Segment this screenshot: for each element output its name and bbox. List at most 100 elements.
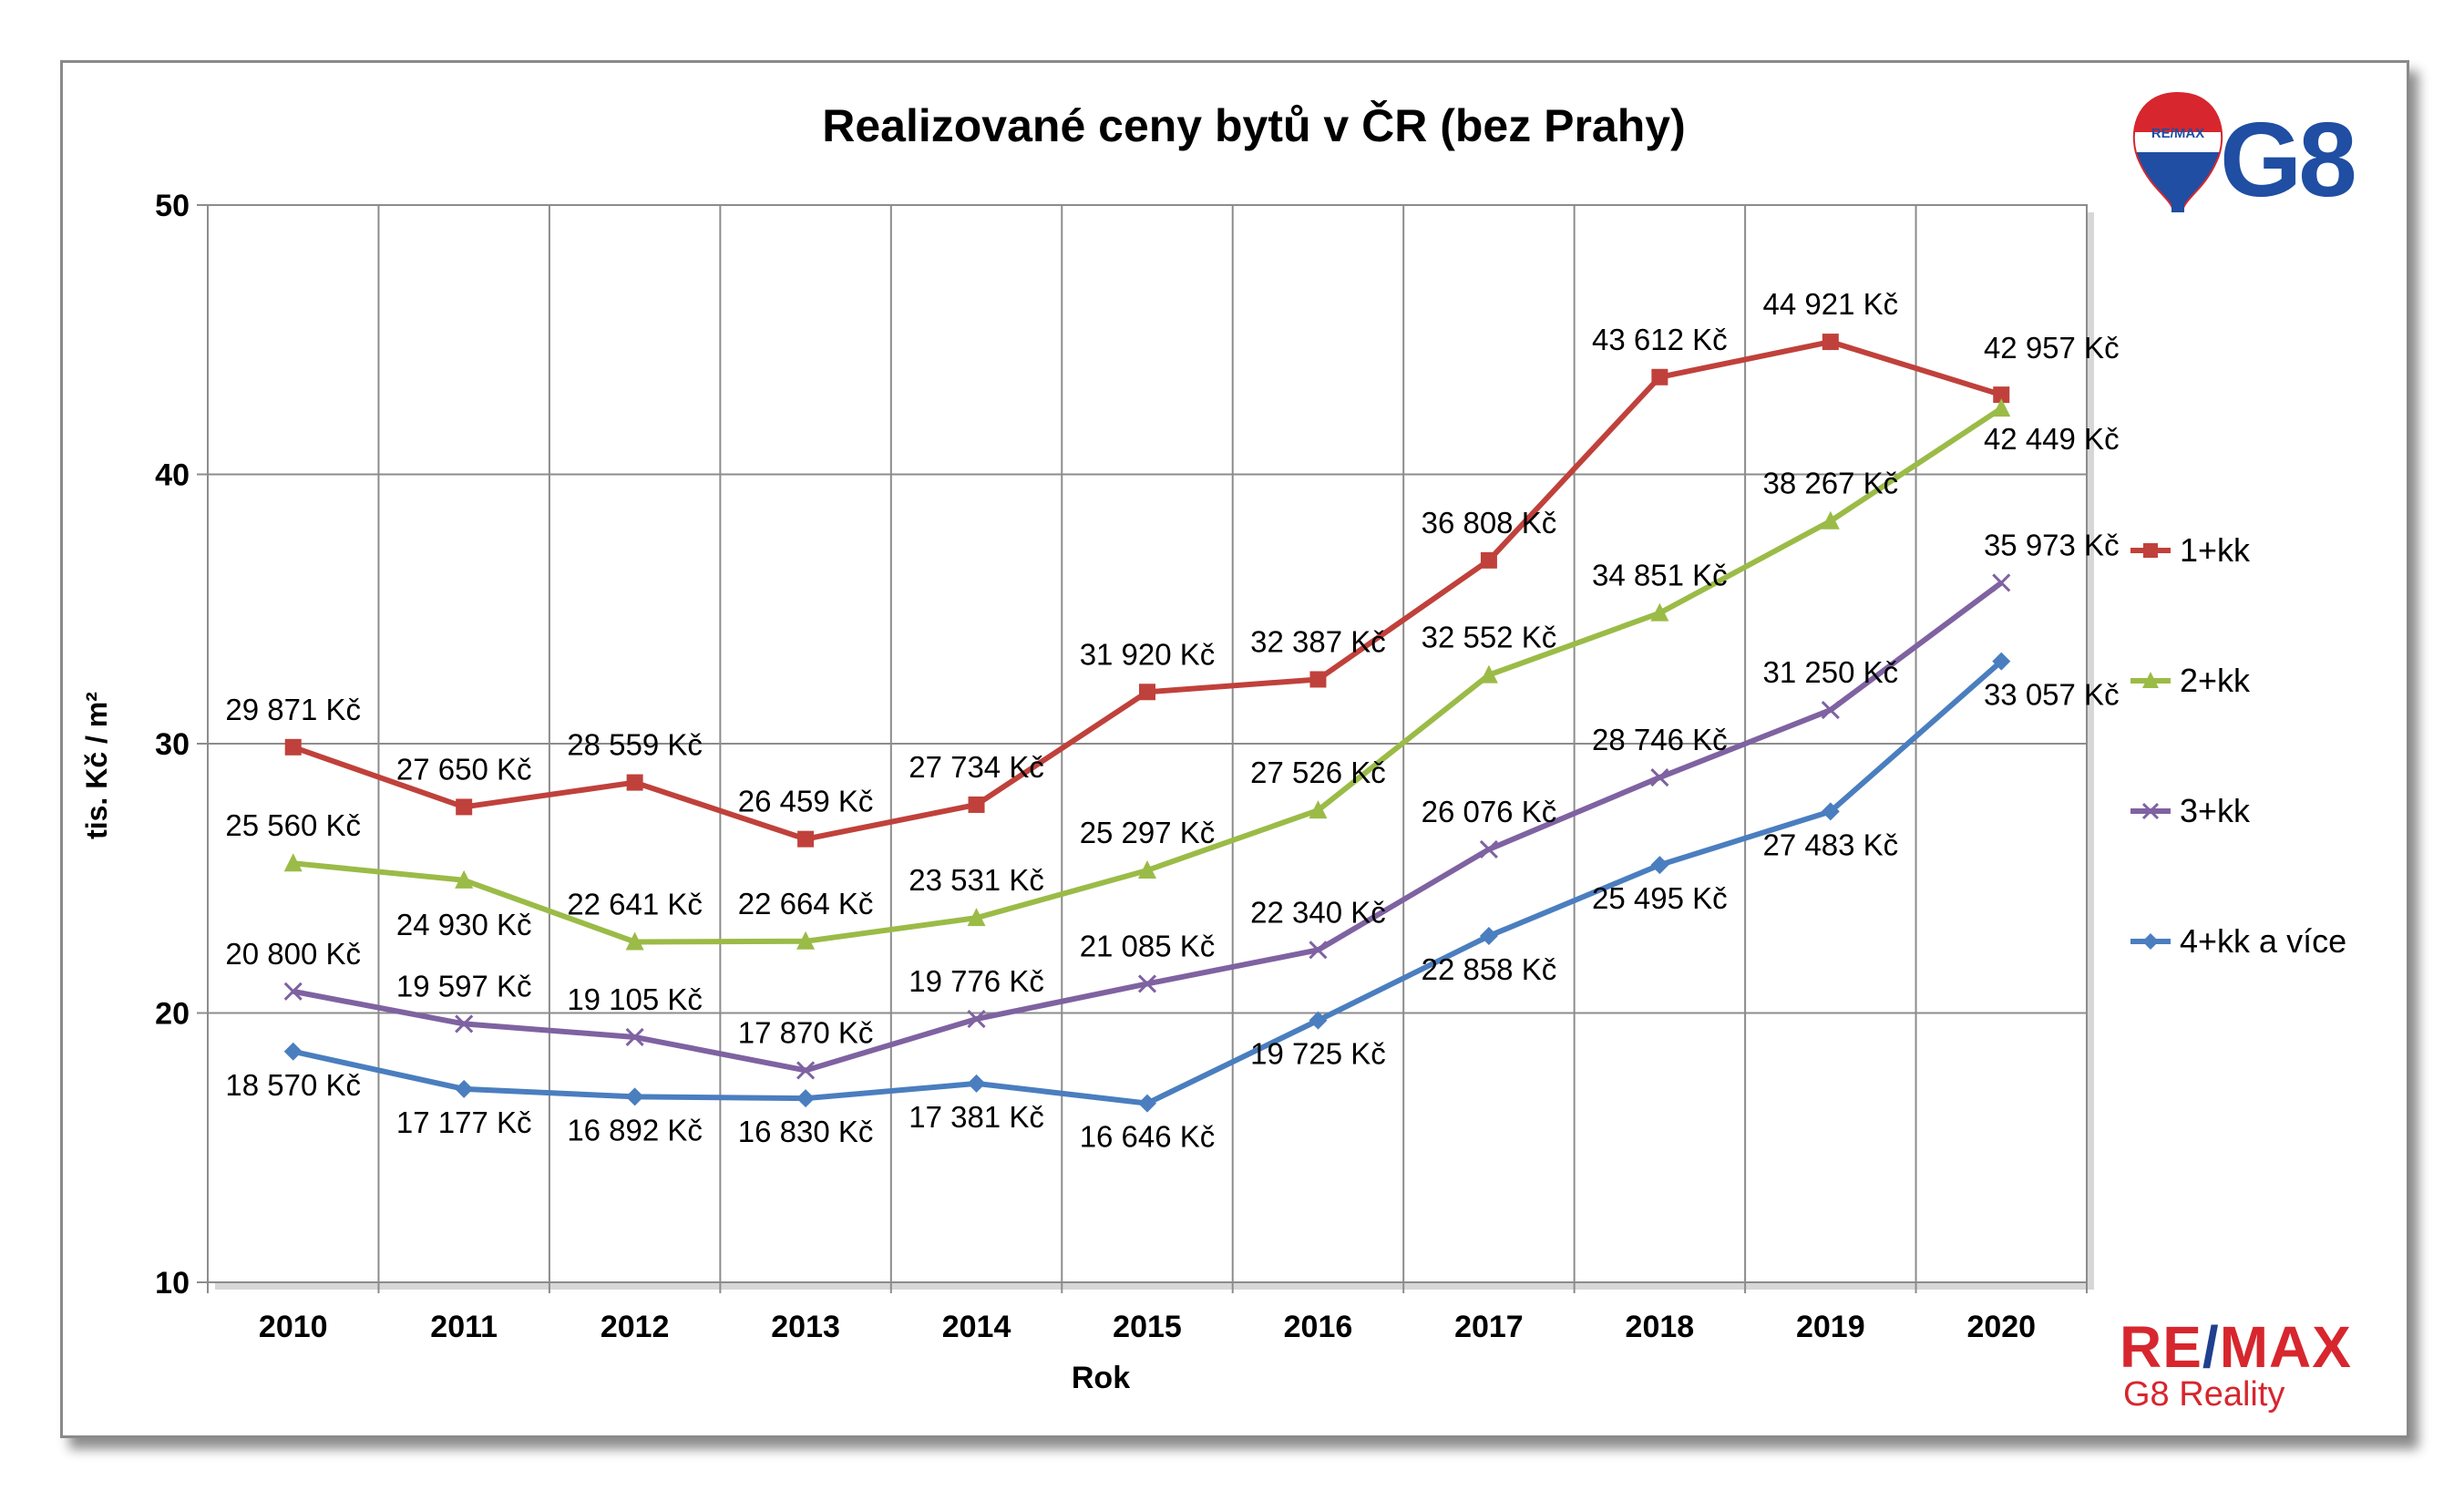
legend-marker [2142, 672, 2159, 688]
g8-logo-text: G8 [2220, 100, 2357, 219]
data-point-1-kk [797, 830, 815, 848]
data-label-2-kk: 27 526 Kč [1250, 756, 1386, 789]
data-point-2-kk [796, 931, 816, 950]
data-point-2-kk [1309, 800, 1328, 819]
data-point-2-kk [455, 869, 474, 889]
data-label-3-kk: 21 085 Kč [1080, 929, 1216, 962]
data-point-4-kk-a-v-ce [283, 1042, 303, 1061]
data-point-2-kk [1650, 602, 1669, 622]
data-label-4-kk-a-v-ce: 16 830 Kč [738, 1115, 874, 1148]
data-point-4-kk-a-v-ce [796, 1089, 816, 1108]
marker-stroke [967, 1010, 986, 1029]
data-label-3-kk: 20 800 Kč [225, 937, 361, 971]
x-tick-label: 2020 [1966, 1310, 2036, 1344]
data-point-4-kk-a-v-ce [1479, 927, 1498, 946]
data-label-3-kk: 19 776 Kč [909, 964, 1044, 998]
y-axis-label: tis. Kč / m² [80, 692, 113, 839]
data-label-3-kk: 31 250 Kč [1763, 655, 1899, 689]
gridlines [208, 204, 2087, 1282]
data-point-3-kk [1821, 701, 1840, 720]
data-point-3-kk [1992, 573, 2011, 592]
data-label-4-kk-a-v-ce: 19 725 Kč [1250, 1037, 1386, 1071]
x-tick-label: 2013 [771, 1310, 840, 1344]
series-layer [283, 334, 2011, 1113]
data-label-3-kk: 19 105 Kč [567, 982, 703, 1016]
data-point-2-kk [1479, 664, 1498, 684]
remax-logo-slash: / [2202, 1314, 2220, 1380]
data-point-2-kk [1821, 510, 1840, 530]
x-tick-label: 2017 [1454, 1310, 1524, 1344]
data-point-3-kk [1479, 839, 1498, 859]
marker-stroke [796, 1061, 816, 1080]
data-point-3-kk [796, 1061, 816, 1080]
marker-stroke [625, 1027, 644, 1047]
data-point-1-kk [1480, 551, 1497, 569]
legend-marker [2141, 802, 2160, 820]
chart-title: Realizované ceny bytů v ČR (bez Prahy) [822, 99, 1686, 151]
remax-logo: RE/MAX [2120, 1313, 2352, 1381]
marker-stroke [1821, 701, 1840, 720]
data-label-1-kk: 31 920 Kč [1080, 637, 1216, 671]
x-axis-label: Rok [1072, 1361, 1130, 1395]
data-label-2-kk: 34 851 Kč [1592, 559, 1728, 592]
data-label-3-kk: 22 340 Kč [1250, 895, 1386, 929]
data-label-2-kk: 38 267 Kč [1763, 467, 1899, 500]
remax-logo-subtitle: G8 Reality [2123, 1375, 2285, 1414]
legend-item-4-kk-a-v-ce: 4+kk a více [2130, 922, 2346, 960]
data-label-1-kk: 44 921 Kč [1763, 287, 1899, 321]
y-tick-label: 50 [155, 189, 190, 223]
data-point-3-kk [283, 982, 303, 1001]
data-point-4-kk-a-v-ce [455, 1079, 474, 1098]
data-labels: 29 871 Kč 27 650 Kč 28 559 Kč 26 459 Kč 27 7… [225, 287, 2119, 1154]
data-point-1-kk [284, 738, 302, 756]
data-point-3-kk [1137, 974, 1157, 993]
balloon-remax-text: RE/MAX [2151, 126, 2204, 141]
data-label-2-kk: 42 449 Kč [1984, 422, 2120, 456]
legend-label: 2+kk [2180, 662, 2251, 699]
legend-label: 4+kk a více [2180, 922, 2346, 960]
data-point-1-kk [456, 798, 473, 816]
legend-marker [2143, 543, 2158, 558]
data-point-4-kk-a-v-ce [1992, 652, 2011, 671]
data-label-2-kk: 22 641 Kč [567, 887, 703, 920]
data-label-4-kk-a-v-ce: 22 858 Kč [1422, 952, 1557, 986]
marker-stroke [1650, 767, 1669, 787]
marker-stroke [1992, 573, 2011, 592]
data-label-4-kk-a-v-ce: 27 483 Kč [1763, 828, 1899, 861]
data-point-1-kk [626, 774, 643, 791]
y-tick-label: 40 [155, 458, 190, 493]
legend-label: 1+kk [2180, 531, 2251, 569]
data-point-4-kk-a-v-ce [625, 1087, 644, 1106]
data-point-3-kk [1309, 941, 1328, 960]
data-label-2-kk: 25 297 Kč [1080, 816, 1216, 849]
y-tick-label: 30 [155, 727, 190, 762]
data-point-1-kk [1309, 671, 1327, 688]
y-tick-label: 20 [155, 997, 190, 1032]
data-label-3-kk: 19 597 Kč [396, 969, 532, 1003]
x-tick-label: 2011 [430, 1310, 498, 1344]
data-label-1-kk: 32 387 Kč [1250, 624, 1386, 658]
data-label-1-kk: 36 808 Kč [1422, 506, 1557, 540]
data-point-2-kk [1138, 859, 1156, 879]
data-label-3-kk: 28 746 Kč [1592, 723, 1728, 756]
x-tick-label: 2018 [1626, 1310, 1695, 1344]
data-label-1-kk: 27 650 Kč [396, 752, 532, 786]
data-point-3-kk [967, 1010, 986, 1029]
x-tick-label: 2012 [601, 1310, 670, 1344]
data-point-1-kk [1993, 386, 2010, 404]
data-label-4-kk-a-v-ce: 16 892 Kč [567, 1113, 703, 1147]
data-point-4-kk-a-v-ce [1650, 856, 1669, 875]
data-point-4-kk-a-v-ce [1821, 802, 1840, 821]
marker-stroke [1309, 941, 1328, 960]
legend-item-2-kk: 2+kk [2130, 662, 2251, 699]
data-label-2-kk: 23 531 Kč [909, 863, 1044, 897]
data-label-4-kk-a-v-ce: 18 570 Kč [225, 1068, 361, 1102]
x-tick-label: 2014 [942, 1310, 1011, 1344]
data-point-3-kk [1650, 767, 1669, 787]
data-label-4-kk-a-v-ce: 16 646 Kč [1080, 1120, 1216, 1154]
x-tick-label: 2016 [1284, 1310, 1353, 1344]
data-point-1-kk [1822, 334, 1839, 351]
data-point-2-kk [1992, 398, 2011, 417]
data-point-2-kk [967, 908, 986, 927]
